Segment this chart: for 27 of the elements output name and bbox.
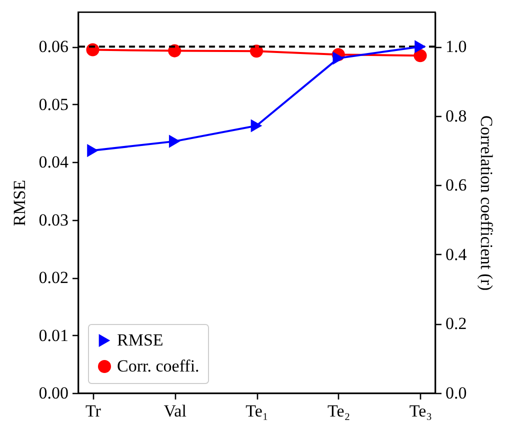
point [87,144,98,158]
y-tick-label: 0.06 [38,37,68,56]
legend-label: RMSE [117,330,164,350]
y2-tick-label: 1.0 [446,37,467,56]
x-tick-label: Te₁ [246,402,268,420]
y-tick-label: 0.01 [38,326,68,345]
y-axis-title: RMSE [10,180,29,226]
x-tick-label: Te₃ [409,402,432,420]
y2-tick-label: 0.2 [446,314,467,334]
point [332,52,344,65]
legend-label: Corr. coeffi. [117,356,200,376]
y-tick-label: 0.03 [38,210,68,230]
y2-tick-label: 0.6 [446,176,467,195]
y2-tick-label: 0.4 [446,244,468,264]
x-tick-label: Tr [86,402,102,420]
y2-tick-label: 0.8 [446,106,467,126]
y-tick-label: 0.02 [38,268,68,288]
x-tick-label: Te₂ [328,402,350,420]
y-tick-label: 0.00 [38,384,68,402]
y2-axis-title: Correlation coefficient (r) [476,115,496,291]
point [168,134,180,148]
y2-tick-label: 0.0 [446,384,467,402]
point [250,119,262,132]
y-tick-label: 0.04 [38,152,69,172]
point [414,40,426,54]
y-tick-label: 0.05 [38,94,68,114]
x-tick-label: Val [164,402,187,420]
